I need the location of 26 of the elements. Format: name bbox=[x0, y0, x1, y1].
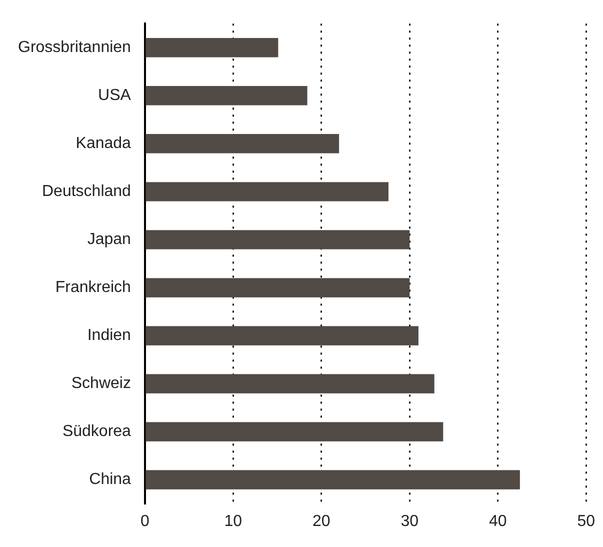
y-tick-label: Frankreich bbox=[55, 279, 131, 296]
x-tick-label: 50 bbox=[577, 512, 596, 530]
bar bbox=[146, 326, 418, 346]
y-tick-label: Indien bbox=[87, 327, 131, 344]
x-tick-label: 10 bbox=[224, 512, 242, 530]
bar bbox=[146, 470, 520, 490]
bar bbox=[146, 86, 308, 106]
y-tick-label: China bbox=[89, 471, 132, 488]
bar bbox=[146, 134, 340, 154]
bar bbox=[146, 230, 410, 250]
y-tick-label: USA bbox=[98, 87, 132, 104]
bar bbox=[146, 38, 278, 58]
bar bbox=[146, 374, 434, 394]
x-tick-label: 0 bbox=[140, 512, 150, 530]
bar bbox=[146, 278, 410, 298]
x-tick-label: 30 bbox=[400, 512, 419, 530]
y-tick-label: Japan bbox=[87, 231, 131, 248]
x-tick-label: 20 bbox=[312, 512, 330, 530]
bar bbox=[146, 422, 444, 442]
x-tick-label: 40 bbox=[488, 512, 507, 530]
y-tick-label: Kanada bbox=[76, 135, 132, 152]
y-tick-label: Grossbritannien bbox=[18, 39, 131, 56]
y-tick-label: Schweiz bbox=[71, 375, 131, 392]
y-tick-label: Südkorea bbox=[62, 423, 132, 440]
y-tick-label: Deutschland bbox=[42, 183, 131, 200]
bar bbox=[146, 182, 388, 202]
